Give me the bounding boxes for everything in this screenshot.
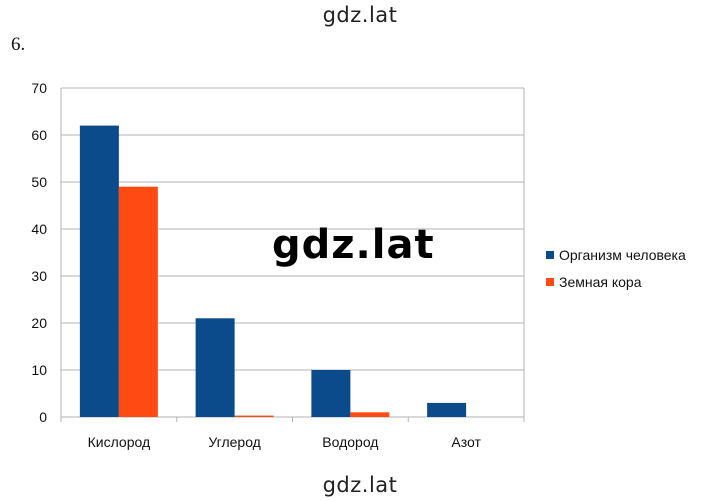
x-tick-label: Водород — [322, 434, 378, 450]
legend-label: Земная кора — [559, 274, 642, 290]
y-tick-label: 0 — [39, 409, 47, 425]
watermark-bottom: gdz.lat — [322, 473, 398, 497]
bar — [118, 186, 158, 417]
bar — [427, 402, 467, 417]
y-tick-label: 70 — [31, 80, 47, 96]
problem-number: 6. — [11, 34, 26, 55]
legend-swatch — [546, 251, 554, 259]
bar — [195, 318, 235, 417]
y-tick-label: 50 — [31, 174, 47, 190]
y-tick-label: 40 — [31, 221, 47, 237]
y-tick-labels: 0 10 20 30 40 50 60 70 — [31, 80, 47, 425]
bars — [79, 125, 467, 417]
x-tick-label: Кислород — [88, 434, 151, 450]
legend-label: Организм человека — [559, 247, 686, 263]
y-tick-label: 20 — [31, 315, 47, 331]
x-tick-label: Углерод — [208, 434, 260, 450]
legend-swatch — [546, 278, 554, 286]
watermark-top: gdz.lat — [322, 3, 398, 27]
y-tick-label: 30 — [31, 268, 47, 284]
x-tick-labels: Кислород Углерод Водород Азот — [88, 434, 482, 450]
bar — [79, 125, 119, 417]
legend: Организм человека Земная кора — [546, 247, 686, 290]
watermark-center: gdz.lat — [272, 222, 435, 268]
bar — [350, 412, 390, 417]
y-tick-label: 60 — [31, 127, 47, 143]
bar — [234, 415, 274, 417]
y-tick-label: 10 — [31, 362, 47, 378]
bar — [311, 370, 351, 417]
x-tick-label: Азот — [451, 434, 481, 450]
